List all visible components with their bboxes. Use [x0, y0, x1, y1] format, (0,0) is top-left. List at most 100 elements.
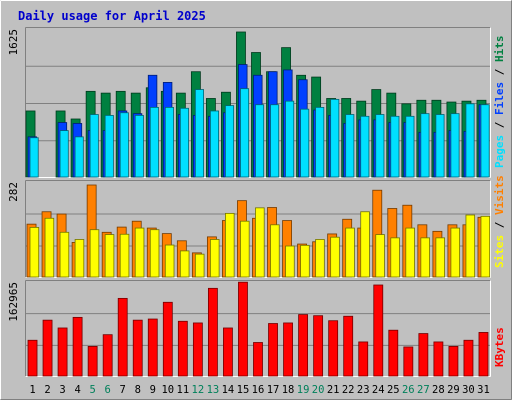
bar-pages-day-18 [285, 100, 295, 178]
chart-panels: 1625 Pages / Files / Hits 282 Sites / Visit… [7, 27, 506, 377]
bar-pages-day-5 [89, 114, 99, 178]
axis-title-visits: Visits [493, 175, 506, 215]
bar-kbytes-day-30 [463, 339, 474, 377]
axis-title-kbytes: KBytes [493, 327, 506, 367]
x-tick-label-day-28: 28 [432, 384, 445, 396]
bar-kbytes-day-21 [328, 320, 339, 377]
bar-pages-day-6 [104, 115, 114, 178]
bar-kbytes-day-11 [177, 320, 188, 377]
x-tick-label-day-29: 29 [447, 384, 460, 396]
bar-kbytes-day-16 [253, 342, 263, 377]
bar-sites-day-22 [345, 227, 355, 278]
x-tick-label-day-18: 18 [282, 384, 295, 396]
y-axis-max-label: 282 [7, 182, 20, 202]
x-tick-label-day-30: 30 [462, 384, 475, 396]
bar-kbytes-day-23 [358, 341, 369, 377]
bar-kbytes-day-4 [72, 316, 83, 377]
bar-kbytes-day-2 [42, 319, 53, 377]
bar-pages-day-19 [300, 108, 310, 178]
bar-sites-day-25 [390, 237, 400, 278]
x-tick-label-day-21: 21 [327, 384, 340, 396]
bar-pages-day-24 [375, 114, 385, 178]
axis-title-files: Files [493, 82, 506, 115]
bar-sites-day-7 [119, 233, 130, 278]
bar-kbytes-day-6 [102, 334, 113, 377]
bar-pages-day-11 [179, 107, 189, 178]
bar-kbytes-day-14 [223, 327, 233, 377]
bar-kbytes-day-5 [87, 345, 98, 377]
bar-pages-day-30 [465, 103, 475, 178]
y-axis-max-label: 162965 [7, 282, 20, 322]
x-tick-label-day-15: 15 [237, 384, 250, 396]
bar-sites-day-11 [179, 250, 190, 278]
x-tick-label-day-26: 26 [402, 384, 415, 396]
bar-sites-day-14 [225, 212, 235, 278]
bar-sites-day-13 [209, 239, 220, 278]
bar-sites-day-24 [375, 234, 385, 278]
bar-kbytes-day-10 [162, 301, 173, 377]
bar-pages-day-10 [164, 107, 174, 178]
x-tick-label-day-20: 20 [312, 384, 325, 396]
bar-sites-day-29 [450, 227, 461, 278]
x-tick-label-day-10: 10 [161, 384, 174, 396]
x-tick-label-day-3: 3 [59, 384, 65, 396]
bar-sites-day-5 [89, 229, 100, 278]
axis-title-hits: Hits [493, 36, 506, 63]
bar-kbytes-day-13 [207, 287, 218, 377]
x-tick-label-day-11: 11 [177, 384, 190, 396]
bar-kbytes-day-28 [433, 341, 444, 377]
bar-kbytes-day-24 [373, 284, 384, 377]
bar-kbytes-day-3 [57, 327, 68, 377]
bar-pages-day-31 [480, 104, 490, 178]
bar-sites-day-8 [134, 227, 145, 278]
bar-kbytes-day-8 [132, 319, 143, 377]
bar-sites-day-15 [240, 220, 250, 278]
bar-kbytes-day-26 [403, 346, 414, 377]
bar-pages-day-1 [29, 137, 39, 178]
bar-kbytes-day-29 [448, 345, 459, 377]
x-tick-label-day-22: 22 [342, 384, 355, 396]
x-tick-label-day-8: 8 [135, 384, 141, 396]
bar-pages-day-15 [240, 88, 250, 178]
bar-kbytes-day-18 [283, 322, 293, 377]
bar-pages-day-29 [450, 113, 460, 178]
bar-pages-day-27 [420, 113, 430, 178]
bar-sites-day-12 [194, 253, 205, 278]
x-tick-label-day-31: 31 [477, 384, 490, 396]
x-tick-label-day-12: 12 [192, 384, 205, 396]
bar-sites-day-27 [420, 237, 430, 278]
bar-kbytes-day-1 [27, 339, 38, 377]
bar-sites-day-20 [315, 239, 325, 278]
panel-kbytes: 162965 KBytes [7, 280, 506, 377]
panel-visits-sites: 282 Sites / Visits [7, 175, 506, 278]
x-tick-label-day-1: 1 [29, 384, 35, 396]
axis-title-separator: / [493, 115, 506, 135]
bar-kbytes-day-31 [478, 332, 489, 377]
x-tick-label-day-16: 16 [252, 384, 265, 396]
bar-sites-day-21 [330, 236, 340, 278]
bar-pages-day-21 [330, 98, 340, 178]
bar-pages-day-7 [119, 112, 129, 178]
bar-sites-day-16 [255, 207, 265, 278]
bar-pages-day-16 [255, 104, 265, 178]
bar-kbytes-day-19 [298, 314, 309, 377]
bar-sites-day-30 [465, 214, 476, 278]
bar-sites-day-18 [285, 245, 295, 278]
bar-pages-day-9 [149, 107, 159, 178]
x-tick-label-day-17: 17 [267, 384, 280, 396]
x-axis-labels: 1 2 3 4 5 6 7 8 9 10 11 12 13 14 15 16 17 18 19 20 21 22 23 24 2… [29, 384, 489, 396]
bar-pages-day-8 [134, 115, 144, 178]
x-tick-label-day-5: 5 [89, 384, 95, 396]
x-tick-label-day-19: 19 [297, 384, 310, 396]
bar-sites-day-9 [149, 229, 160, 278]
x-tick-label-day-7: 7 [120, 384, 126, 396]
bar-kbytes-day-15 [238, 281, 248, 377]
y-axis-max-label: 1625 [7, 29, 20, 56]
bar-pages-day-26 [405, 115, 415, 178]
panel-axis-title: Pages / Files / Hits [493, 36, 506, 169]
axis-title-pages: Pages [493, 135, 506, 168]
bar-kbytes-day-9 [147, 318, 158, 377]
bar-sites-day-4 [74, 239, 85, 278]
x-tick-label-day-24: 24 [372, 384, 385, 396]
bar-sites-day-2 [44, 217, 55, 278]
